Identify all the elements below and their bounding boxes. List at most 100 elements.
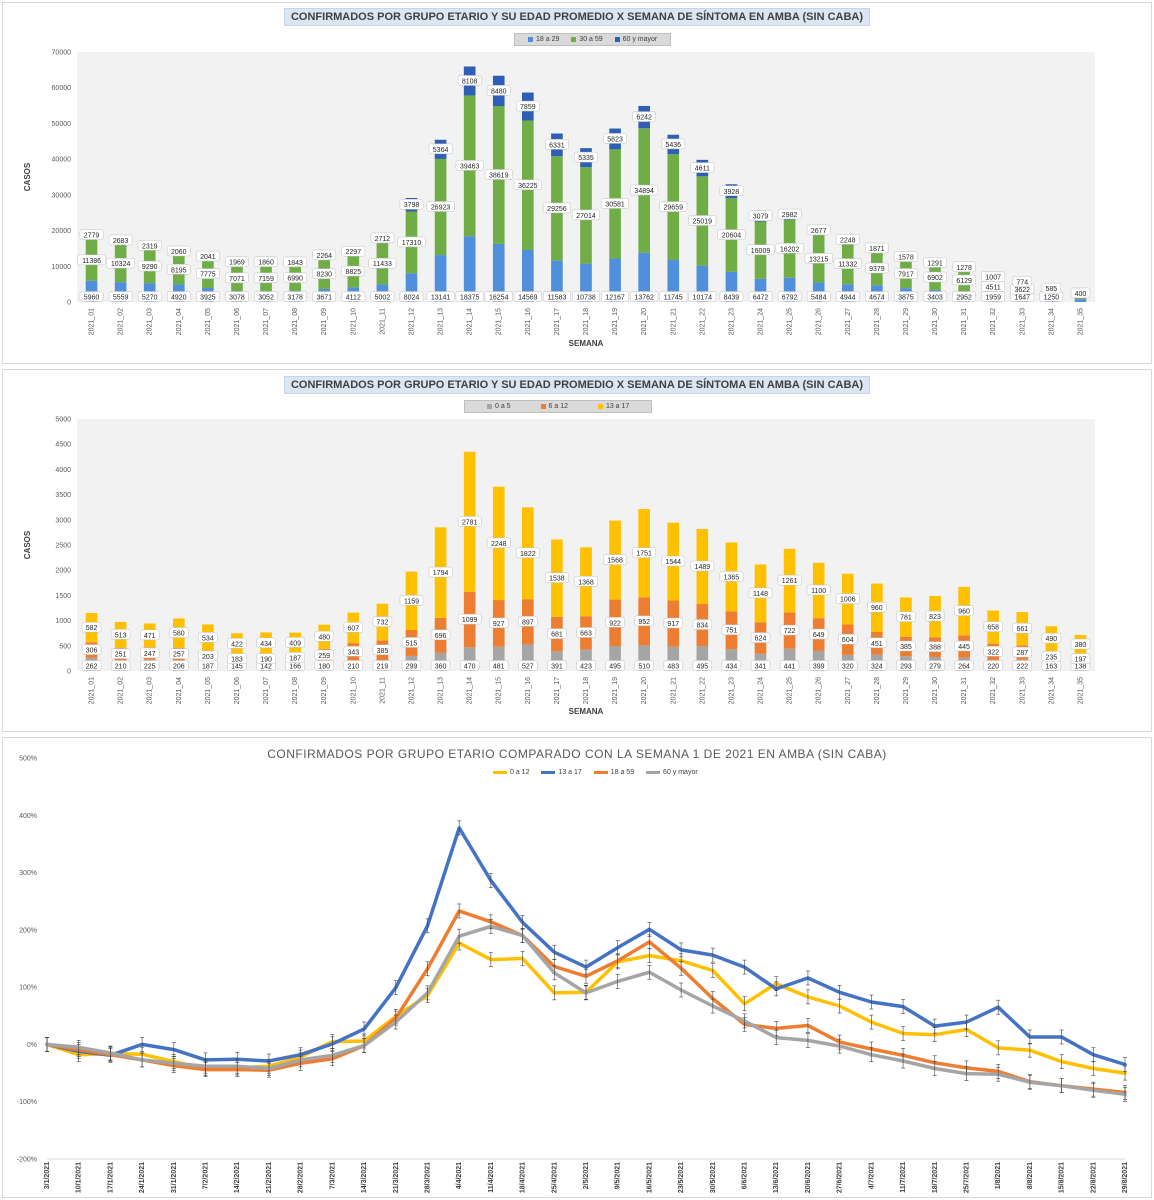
data-label-box — [225, 256, 249, 267]
data-label-box — [894, 291, 918, 302]
data-label: 445 — [958, 644, 970, 651]
x-tick-label: 2021_02 — [118, 677, 125, 704]
data-label: 2264 — [316, 253, 332, 260]
data-label: 513 — [115, 632, 127, 639]
data-label-box — [79, 291, 104, 302]
x-tick-label: 2021_15 — [496, 308, 503, 335]
data-label-box — [312, 268, 337, 279]
data-label-box — [808, 628, 829, 640]
data-label: 259 — [318, 653, 330, 660]
data-label-box — [81, 644, 102, 655]
bar-segment — [638, 645, 650, 671]
data-label: 1291 — [927, 260, 943, 267]
data-label-box — [867, 660, 887, 671]
data-label-box — [952, 274, 976, 286]
data-label: 5960 — [84, 295, 100, 302]
data-label: 16009 — [751, 248, 771, 255]
x-tick-label: 23/5/2021 — [678, 1162, 685, 1193]
bar-segment — [783, 648, 796, 671]
x-tick-label: 8/8/2021 — [1027, 1162, 1034, 1189]
data-label: 481 — [493, 664, 505, 671]
x-tick-label: 2021_24 — [758, 677, 765, 704]
data-label: 190 — [260, 657, 272, 664]
x-tick-label: 2021_25 — [787, 308, 794, 335]
x-tick-label: 17/1/2021 — [107, 1162, 114, 1193]
data-label-box — [283, 291, 307, 302]
data-label-box — [196, 291, 220, 302]
y-tick-label: 300% — [19, 870, 37, 877]
data-label: 30581 — [605, 201, 625, 208]
data-label: 251 — [115, 652, 127, 659]
data-label: 1006 — [840, 597, 856, 604]
data-label: 834 — [696, 623, 708, 630]
data-label: 6129 — [956, 278, 972, 285]
y-tick-label: 500 — [59, 643, 71, 650]
data-label: 8439 — [724, 295, 740, 302]
data-label-box — [312, 291, 337, 302]
bar-segment — [696, 646, 709, 671]
x-tick-label: 2021_28 — [874, 308, 881, 335]
data-label: 4920 — [171, 295, 187, 302]
data-label: 534 — [202, 635, 214, 642]
data-label: 582 — [86, 625, 98, 632]
bar-segment — [463, 236, 476, 302]
data-label: 2297 — [346, 249, 362, 256]
data-label-box — [954, 660, 974, 671]
data-label: 2677 — [811, 228, 827, 235]
data-label-box — [1012, 660, 1032, 671]
x-tick-label: 2021_13 — [438, 677, 445, 704]
bar-segment — [522, 644, 534, 671]
data-label: 399 — [813, 664, 825, 671]
data-label: 7775 — [200, 272, 216, 279]
data-label: 29659 — [664, 205, 684, 212]
data-label: 1489 — [695, 564, 711, 571]
bar-segment — [492, 243, 505, 302]
legend-item-0-5: 0 a 5 — [487, 403, 511, 410]
data-label: 5335 — [578, 155, 594, 162]
bar-segment — [580, 263, 592, 302]
legend-item-18-59: 18 a 59 — [593, 769, 634, 776]
data-label: 16202 — [780, 246, 800, 253]
bar-segment — [463, 647, 476, 671]
data-label: 38619 — [489, 172, 509, 179]
data-label: 380 — [1075, 642, 1087, 649]
data-label-box — [457, 516, 482, 527]
data-label-box — [894, 251, 918, 262]
x-tick-label: 2021_09 — [321, 677, 328, 704]
data-label: 5002 — [375, 295, 391, 302]
data-label-box — [572, 209, 600, 221]
data-label-box — [630, 291, 659, 302]
data-label-box — [777, 208, 802, 220]
data-label: 897 — [522, 619, 534, 626]
data-label-box — [574, 151, 598, 163]
data-label-box — [137, 291, 162, 302]
data-label-box — [198, 650, 218, 662]
data-label: 6472 — [753, 295, 769, 302]
data-label-box — [341, 245, 366, 257]
data-label: 2319 — [142, 243, 158, 250]
data-label: 2712 — [375, 236, 391, 243]
x-tick-label: 2021_20 — [641, 308, 648, 335]
data-label-box — [692, 619, 713, 630]
legend-item-13-17: 13 a 17 — [541, 769, 582, 776]
data-label-box — [750, 660, 771, 671]
data-label-box — [518, 616, 538, 627]
x-tick-label: 4/4/2021 — [456, 1162, 463, 1189]
data-label-box — [81, 660, 102, 671]
data-label-box — [925, 641, 945, 652]
data-label-box — [518, 660, 538, 671]
bar-segment — [1074, 299, 1087, 302]
legend-item-18-29: 18 a 29 — [528, 36, 559, 43]
data-label: 20604 — [722, 233, 742, 240]
data-label-box — [79, 229, 104, 240]
data-label-box — [343, 646, 364, 657]
data-label-box — [457, 75, 482, 86]
data-label-box — [108, 234, 133, 246]
data-label-box — [923, 291, 947, 302]
data-label: 1368 — [578, 579, 594, 586]
data-label-box — [341, 291, 366, 302]
x-tick-label: 2021_08 — [292, 677, 299, 704]
data-label-box — [545, 572, 569, 583]
data-label: 2982 — [782, 212, 798, 219]
y-tick-label: 70000 — [52, 50, 72, 57]
